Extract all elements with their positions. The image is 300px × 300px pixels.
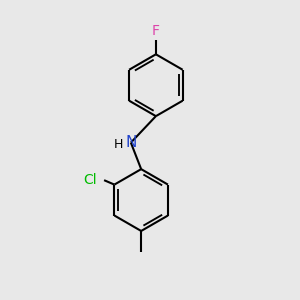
Text: F: F bbox=[152, 24, 160, 38]
Text: H: H bbox=[114, 138, 123, 151]
Text: N: N bbox=[125, 135, 136, 150]
Text: Cl: Cl bbox=[84, 172, 97, 187]
